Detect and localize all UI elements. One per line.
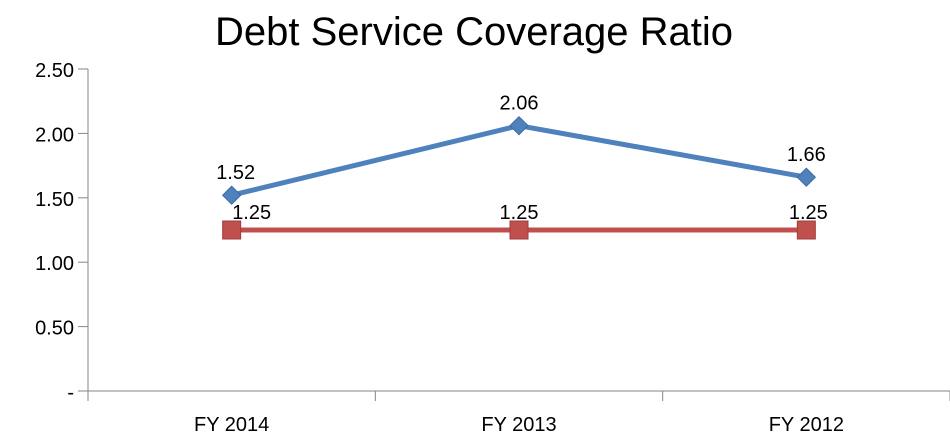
y-tick-label: 2.50 (35, 60, 74, 82)
data-label: 1.66 (787, 144, 826, 166)
data-point-marker (509, 115, 529, 136)
y-tick-label: 2.00 (35, 124, 74, 146)
x-tick-label: FY 2012 (769, 414, 844, 436)
y-tick-label: 1.00 (35, 253, 74, 275)
y-tick-label: - (67, 382, 74, 404)
series-layer (221, 115, 817, 240)
data-point-marker (222, 220, 242, 240)
data-point-marker (509, 220, 529, 240)
data-label: 1.25 (500, 202, 539, 224)
data-label: 1.25 (232, 202, 271, 224)
data-point-marker (221, 185, 242, 205)
axes-layer: - 0.50 1.00 1.50 2.00 2.50 FY 2014 FY 2013 FY 20… (35, 60, 950, 436)
labels-layer: 1.52 2.06 1.66 1.25 1.25 1.25 (216, 93, 828, 224)
series-line (231, 123, 807, 198)
chart-title: Debt Service Coverage Ratio (215, 10, 734, 54)
data-label: 1.25 (789, 202, 828, 224)
x-tick-label: FY 2013 (481, 414, 556, 436)
y-tick-label: 1.50 (35, 189, 74, 211)
data-point-marker (796, 167, 817, 187)
data-label: 1.52 (216, 162, 255, 184)
x-tick-label: FY 2014 (194, 414, 269, 436)
y-tick-label: 0.50 (35, 318, 74, 340)
data-point-marker (796, 220, 816, 240)
data-label: 2.06 (500, 93, 539, 115)
